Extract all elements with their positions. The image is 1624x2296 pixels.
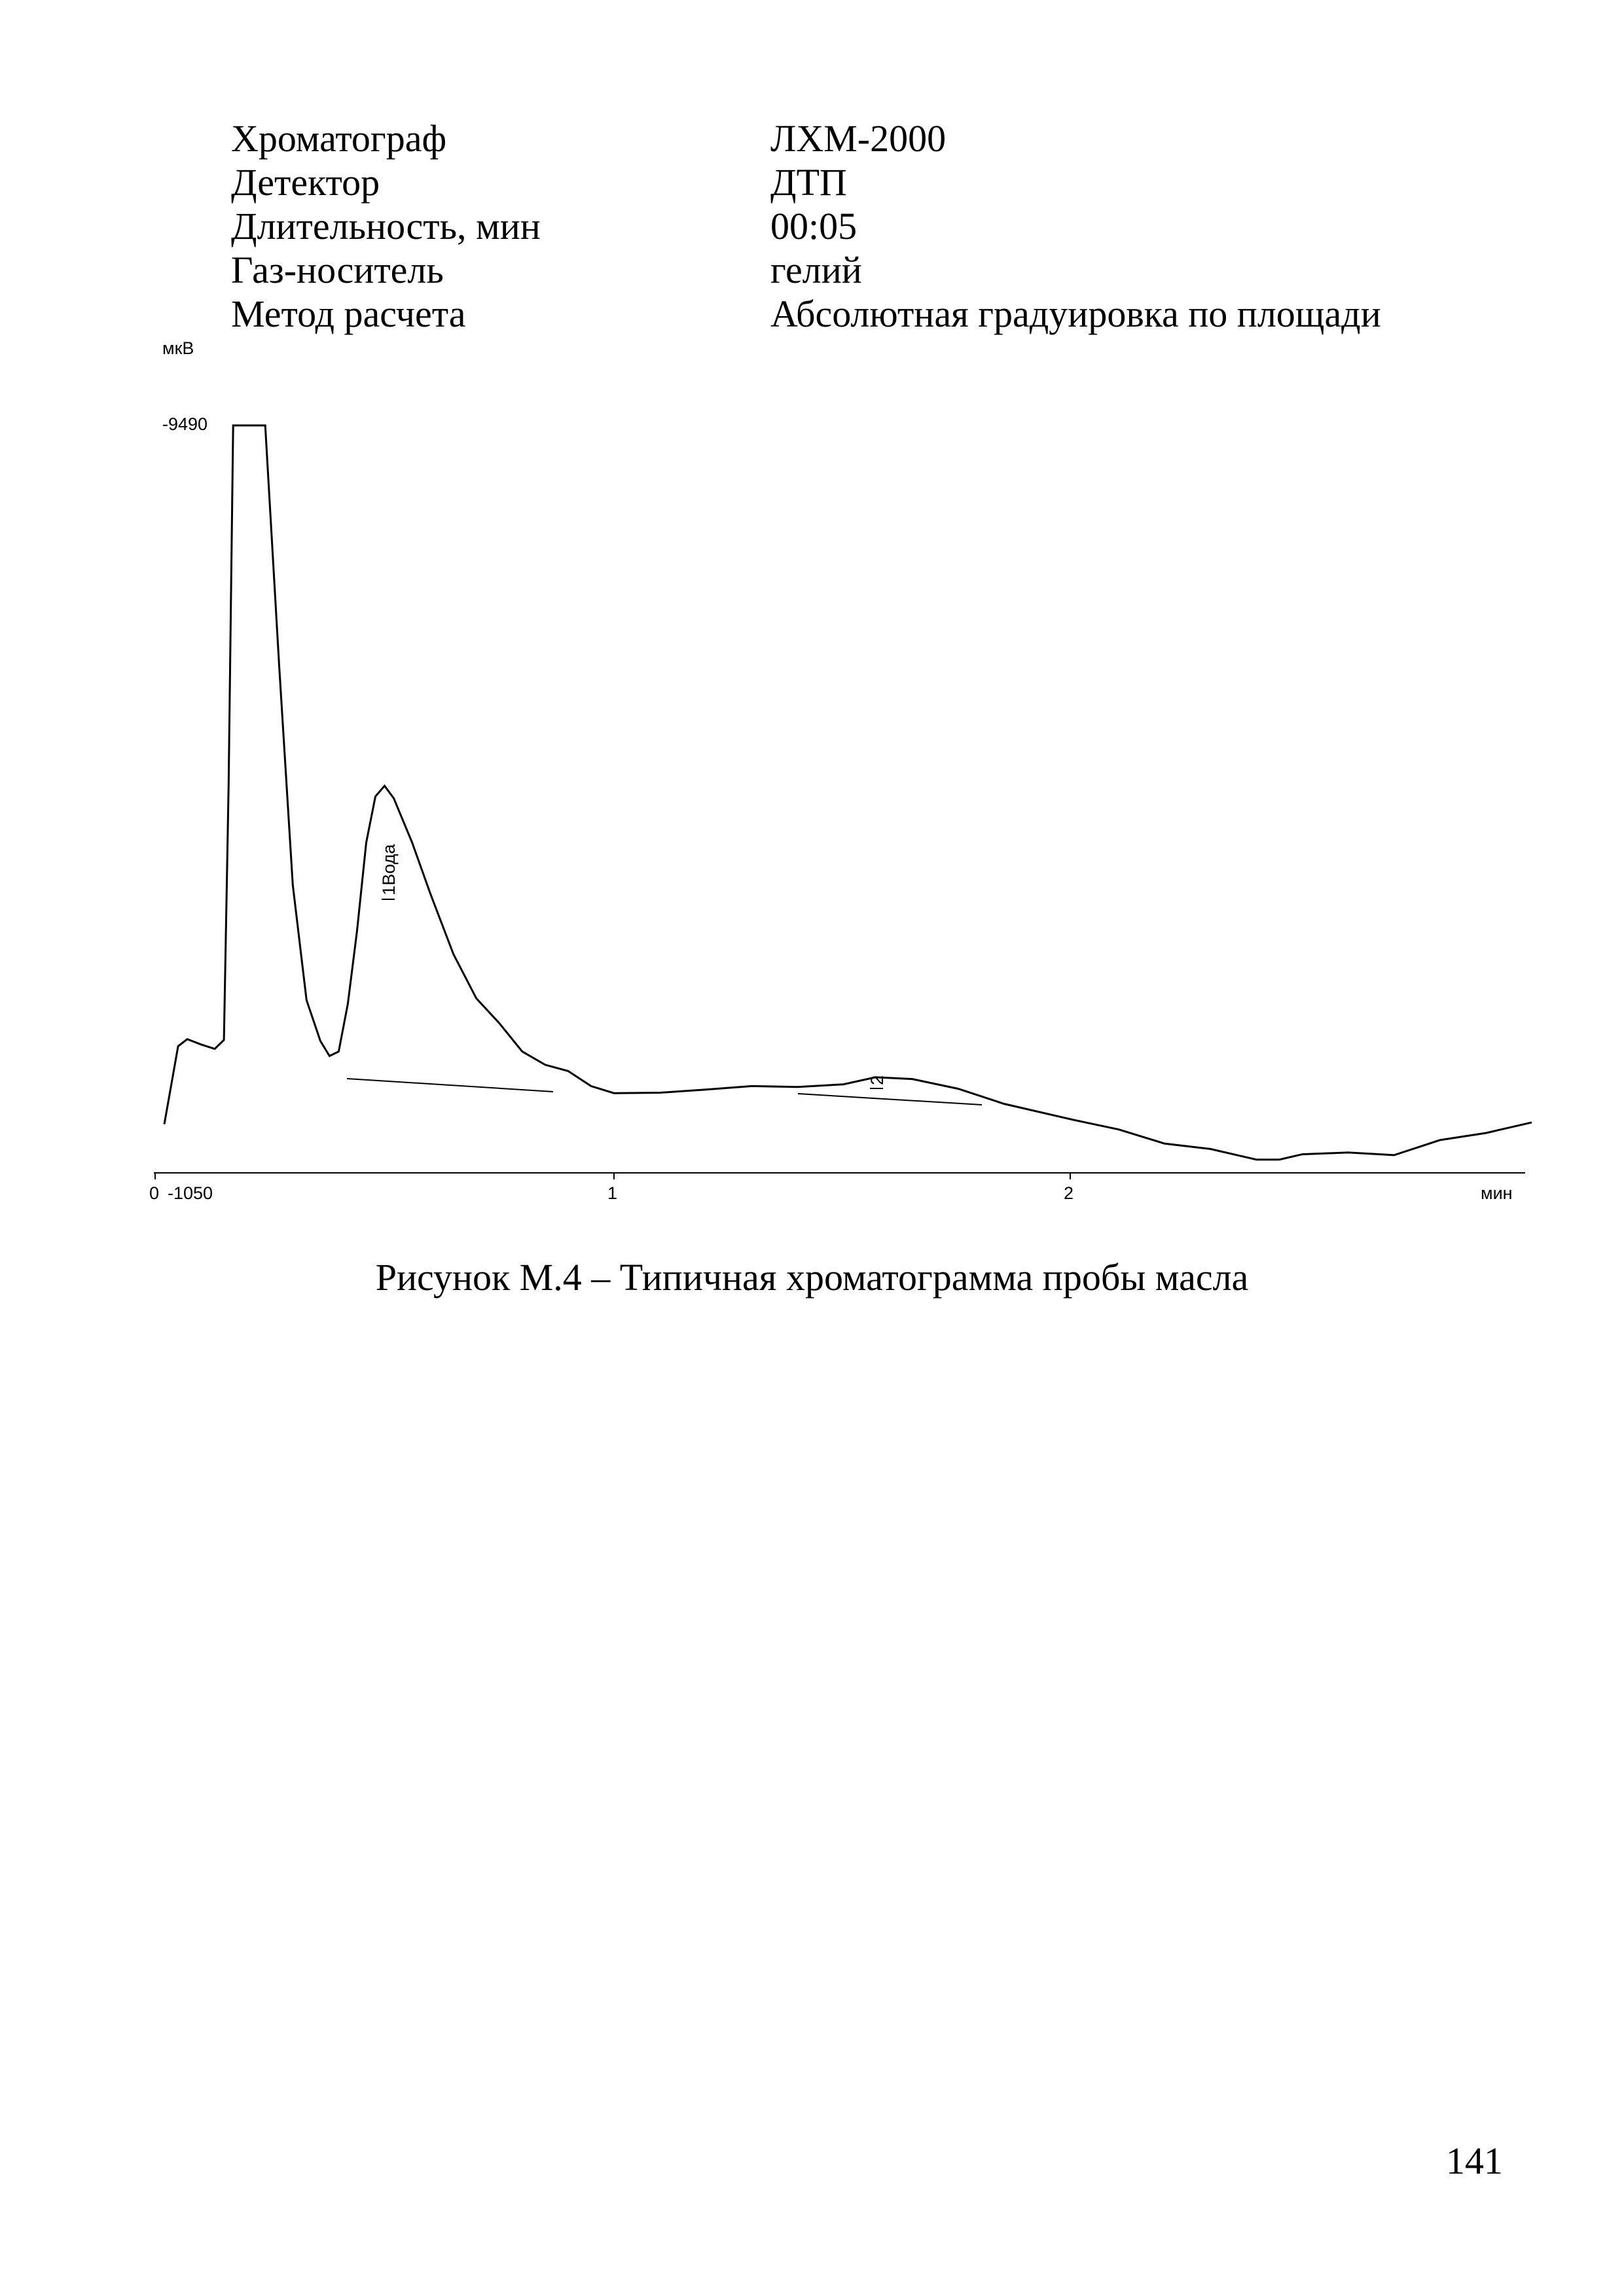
figure-caption: Рисунок М.4 – Типичная хроматограмма про…: [375, 1256, 1249, 1299]
peak-label: 2: [867, 1075, 887, 1085]
y-tick-label: -9490: [162, 414, 208, 434]
x-tick-label: 2: [1064, 1183, 1074, 1203]
chromatogram-chart: мкВ -9490 0 -1050 1 2 мин 1Вода 2: [149, 338, 1532, 1203]
x-tick-label: 0: [149, 1183, 159, 1203]
chromatograph-parameters: Хроматограф ЛХМ-2000 Детектор ДТП Длител…: [231, 117, 1475, 336]
param-name: Детектор: [231, 161, 380, 204]
param-row: Газ-носитель гелий: [231, 248, 1475, 292]
param-value: ДТП: [770, 161, 847, 204]
x-tick-label: 1: [607, 1183, 617, 1203]
y-axis-unit: мкВ: [162, 338, 194, 358]
param-value: 00:05: [770, 205, 857, 247]
param-row: Метод расчета Абсолютная градуировка по …: [231, 292, 1475, 336]
param-value: гелий: [770, 249, 862, 291]
x-axis-unit: мин: [1481, 1183, 1513, 1203]
param-row: Длительность, мин 00:05: [231, 204, 1475, 248]
chromatogram-trace: [163, 424, 1532, 1161]
param-name: Хроматограф: [231, 117, 447, 160]
param-value: Абсолютная градуировка по площади: [770, 293, 1381, 335]
y-tick-label: -1050: [168, 1183, 213, 1203]
param-row: Детектор ДТП: [231, 160, 1475, 204]
baseline-segment: [346, 1078, 554, 1092]
page-number: 141: [1446, 2140, 1503, 2182]
param-row: Хроматограф ЛХМ-2000: [231, 117, 1475, 160]
baseline-segment: [797, 1093, 983, 1105]
param-name: Длительность, мин: [231, 205, 541, 247]
param-name: Газ-носитель: [231, 249, 444, 291]
param-name: Метод расчета: [231, 293, 466, 335]
param-value: ЛХМ-2000: [770, 117, 947, 160]
peak-label: 1Вода: [379, 844, 399, 895]
